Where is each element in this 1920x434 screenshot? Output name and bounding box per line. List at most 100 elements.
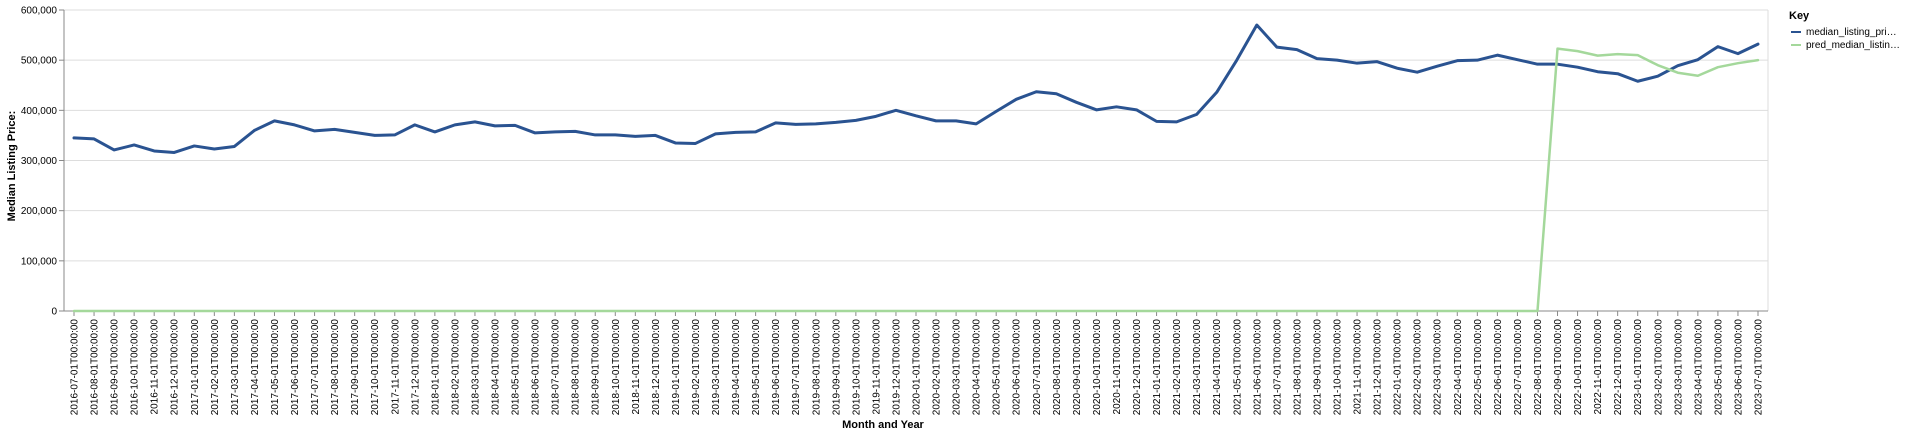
x-tick-label: 2019-11-01T00:00:00 — [871, 319, 882, 415]
x-tick-label: 2018-06-01T00:00:00 — [531, 319, 542, 416]
x-tick-label: 2022-03-01T00:00:00 — [1433, 319, 1444, 416]
x-tick-label: 2021-04-01T00:00:00 — [1212, 319, 1223, 416]
x-tick-label: 2019-08-01T00:00:00 — [811, 319, 822, 416]
legend-label-median: median_listing_pri… — [1806, 27, 1897, 38]
x-tick-label: 2019-04-01T00:00:00 — [731, 319, 742, 416]
y-tick-label: 300,000 — [21, 156, 58, 167]
x-tick-label: 2020-02-01T00:00:00 — [932, 319, 943, 416]
x-tick-label: 2022-12-01T00:00:00 — [1613, 319, 1624, 416]
x-tick-label: 2017-09-01T00:00:00 — [350, 319, 361, 416]
x-tick-label: 2021-03-01T00:00:00 — [1192, 319, 1203, 416]
x-tick-label: 2022-10-01T00:00:00 — [1573, 319, 1584, 416]
x-tick-label: 2019-07-01T00:00:00 — [791, 319, 802, 416]
x-tick-label: 2020-11-01T00:00:00 — [1112, 319, 1123, 415]
legend-label-pred: pred_median_listin… — [1806, 40, 1900, 51]
x-axis: 2016-07-01T00:00:00 2016-08-01T00:00:00 20… — [64, 310, 1768, 416]
x-tick-label: 2022-11-01T00:00:00 — [1593, 319, 1604, 415]
x-tick-label: 2021-11-01T00:00:00 — [1353, 319, 1364, 415]
x-tick-label: 2023-04-01T00:00:00 — [1693, 319, 1704, 416]
x-tick-label: 2021-12-01T00:00:00 — [1373, 319, 1384, 416]
x-tick-label: 2020-12-01T00:00:00 — [1132, 319, 1143, 416]
x-tick-label: 2022-07-01T00:00:00 — [1513, 319, 1524, 416]
x-tick-label: 2019-03-01T00:00:00 — [711, 319, 722, 416]
x-tick-label: 2018-11-01T00:00:00 — [631, 319, 642, 415]
y-tick-label: 400,000 — [21, 106, 58, 117]
x-tick-label: 2017-10-01T00:00:00 — [370, 319, 381, 416]
x-tick-label: 2020-07-01T00:00:00 — [1032, 319, 1043, 416]
x-tick-label: 2017-03-01T00:00:00 — [230, 319, 241, 416]
y-tick-label: 500,000 — [21, 56, 58, 67]
x-tick-label: 2017-04-01T00:00:00 — [250, 319, 261, 416]
x-axis-title: Month and Year — [842, 419, 924, 431]
y-axis: 0 100,000 200,000 300,000 400,000 500,000 600,… — [21, 6, 65, 318]
x-tick-label: 2020-08-01T00:00:00 — [1052, 319, 1063, 416]
x-tick-label: 2019-05-01T00:00:00 — [751, 319, 762, 416]
series-lines — [72, 23, 1760, 313]
x-tick-label: 2021-06-01T00:00:00 — [1252, 319, 1263, 416]
x-tick-label: 2017-08-01T00:00:00 — [330, 319, 341, 416]
x-tick-label: 2016-08-01T00:00:00 — [90, 319, 101, 416]
legend-title: Key — [1789, 10, 1810, 22]
series-line-pred-median-listing-price — [72, 47, 1760, 313]
x-tick-label: 2018-04-01T00:00:00 — [491, 319, 502, 416]
x-tick-label: 2020-06-01T00:00:00 — [1012, 319, 1023, 416]
x-tick-label: 2022-01-01T00:00:00 — [1393, 319, 1404, 416]
x-tick-label: 2022-02-01T00:00:00 — [1413, 319, 1424, 416]
x-tick-label: 2021-05-01T00:00:00 — [1232, 319, 1243, 416]
y-axis-title: Median Listing Price: — [6, 111, 18, 222]
x-tick-label: 2018-01-01T00:00:00 — [430, 319, 441, 416]
x-tick-label: 2022-05-01T00:00:00 — [1473, 319, 1484, 416]
x-tick-label: 2019-06-01T00:00:00 — [771, 319, 782, 416]
x-tick-label: 2020-05-01T00:00:00 — [992, 319, 1003, 416]
x-tick-label: 2019-02-01T00:00:00 — [691, 319, 702, 416]
x-tick-label: 2017-02-01T00:00:00 — [210, 319, 221, 416]
x-tick-label: 2016-10-01T00:00:00 — [130, 319, 141, 416]
x-tick-label: 2018-02-01T00:00:00 — [450, 319, 461, 416]
x-tick-label: 2020-10-01T00:00:00 — [1092, 319, 1103, 416]
series-line-median-listing-price — [72, 23, 1760, 154]
x-tick-label: 2019-01-01T00:00:00 — [671, 319, 682, 416]
x-tick-label: 2017-06-01T00:00:00 — [290, 319, 301, 416]
x-tick-label: 2018-03-01T00:00:00 — [470, 319, 481, 416]
x-tick-label: 2019-12-01T00:00:00 — [891, 319, 902, 416]
y-tick-label: 0 — [51, 307, 57, 318]
x-tick-label: 2018-08-01T00:00:00 — [571, 319, 582, 416]
x-tick-label: 2023-03-01T00:00:00 — [1673, 319, 1684, 416]
x-tick-label: 2017-12-01T00:00:00 — [410, 319, 421, 416]
x-tick-label: 2021-07-01T00:00:00 — [1272, 319, 1283, 416]
x-tick-label: 2023-02-01T00:00:00 — [1653, 319, 1664, 416]
x-tick-label: 2021-02-01T00:00:00 — [1172, 319, 1183, 416]
x-tick-label: 2020-09-01T00:00:00 — [1072, 319, 1083, 416]
x-tick-label: 2022-04-01T00:00:00 — [1453, 319, 1464, 416]
x-tick-label: 2019-10-01T00:00:00 — [851, 319, 862, 416]
x-tick-label: 2017-07-01T00:00:00 — [310, 319, 321, 416]
legend: Key median_listing_pri… pred_median_list… — [1789, 10, 1900, 51]
y-tick-label: 600,000 — [21, 6, 58, 17]
x-tick-label: 2016-07-01T00:00:00 — [70, 319, 81, 416]
x-tick-label: 2023-05-01T00:00:00 — [1713, 319, 1724, 416]
x-tick-label: 2020-03-01T00:00:00 — [952, 319, 963, 416]
x-tick-label: 2023-06-01T00:00:00 — [1733, 319, 1744, 416]
x-tick-label: 2016-12-01T00:00:00 — [170, 319, 181, 416]
x-tick-label: 2023-01-01T00:00:00 — [1633, 319, 1644, 416]
x-tick-label: 2022-09-01T00:00:00 — [1553, 319, 1564, 416]
x-tick-label: 2020-01-01T00:00:00 — [912, 319, 923, 416]
x-tick-label: 2018-09-01T00:00:00 — [591, 319, 602, 416]
x-tick-label: 2016-09-01T00:00:00 — [110, 319, 121, 416]
x-tick-label: 2016-11-01T00:00:00 — [150, 319, 161, 415]
x-tick-label: 2019-09-01T00:00:00 — [831, 319, 842, 416]
x-tick-label: 2018-12-01T00:00:00 — [651, 319, 662, 416]
x-tick-label: 2017-01-01T00:00:00 — [190, 319, 201, 416]
x-tick-label: 2022-08-01T00:00:00 — [1533, 319, 1544, 416]
y-tick-label: 100,000 — [21, 256, 58, 267]
y-tick-label: 200,000 — [21, 206, 58, 217]
x-tick-label: 2017-05-01T00:00:00 — [270, 319, 281, 416]
x-tick-label: 2018-05-01T00:00:00 — [511, 319, 522, 416]
x-tick-label: 2021-10-01T00:00:00 — [1333, 319, 1344, 416]
x-tick-label: 2018-10-01T00:00:00 — [611, 319, 622, 416]
x-tick-label: 2020-04-01T00:00:00 — [972, 319, 983, 416]
x-tick-label: 2022-06-01T00:00:00 — [1493, 319, 1504, 416]
gridlines — [63, 9, 1769, 312]
x-tick-label: 2021-08-01T00:00:00 — [1292, 319, 1303, 416]
